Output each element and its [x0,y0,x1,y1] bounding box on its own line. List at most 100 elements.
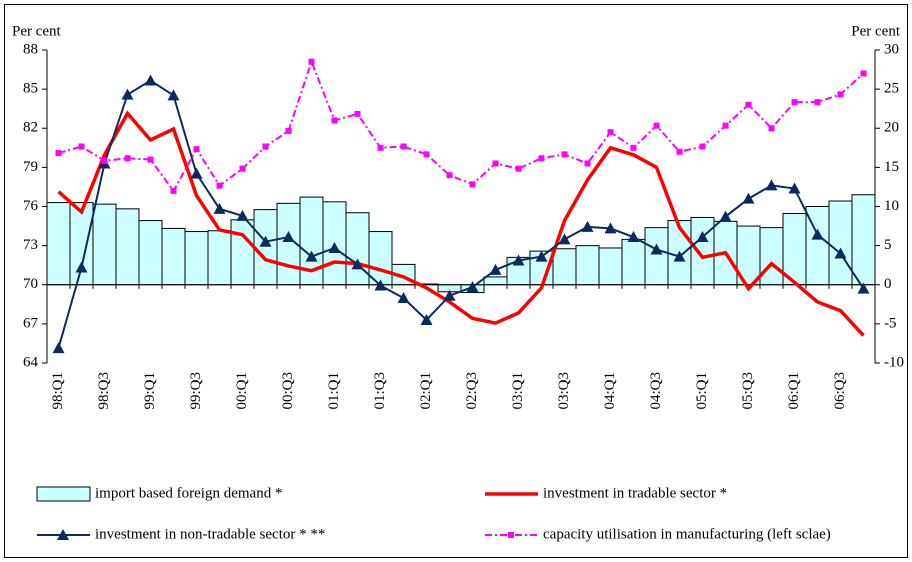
square-marker [55,150,62,157]
triangle-marker [282,231,295,243]
square-marker [423,151,430,158]
bar [598,247,623,286]
bar [575,245,600,286]
square-marker [262,143,269,150]
y-tick-label: 82 [23,120,38,136]
x-tick-label: 03:Q3 [556,372,572,410]
y-tick-label: 79 [23,159,38,175]
y2-tick-label: 15 [884,159,899,175]
square-marker [508,532,514,538]
triangle-marker [190,167,203,179]
y2-tick-label: 25 [884,81,899,97]
square-marker [285,127,292,134]
triangle-marker [512,254,525,266]
x-tick-label: 99:Q1 [142,372,158,410]
square-marker [768,125,775,132]
square-marker [193,146,200,153]
series-line [57,110,865,337]
triangle-marker [259,235,272,247]
bar [690,216,715,286]
x-tick-label: 03:Q1 [510,372,526,410]
triangle-marker [788,182,801,194]
triangle-marker [627,231,640,243]
x-tick-label: 02:Q1 [418,372,434,410]
square-marker [308,58,315,65]
legend-swatch [36,486,91,502]
series-line [57,79,865,349]
square-marker [377,144,384,151]
square-marker [354,110,361,117]
y-tick-label: 67 [23,315,39,331]
bar [207,230,232,286]
triangle-marker [535,250,548,262]
square-marker [561,151,568,158]
triangle-marker [236,209,249,221]
triangle-marker [374,279,387,291]
triangle-marker [811,228,824,240]
legend-item: investment in tradable sector * [485,485,727,501]
triangle-marker [52,342,65,354]
triangle-marker [558,233,571,245]
square-marker [170,187,177,194]
y-tick-label: 88 [23,41,38,57]
triangle-marker [420,313,433,325]
triangle-marker [397,292,410,304]
x-tick-label: 06:Q3 [832,372,848,410]
bar [368,231,393,286]
square-marker [446,172,453,179]
triangle-marker [857,282,870,294]
square-marker [538,155,545,162]
legend-label: investment in non-tradable sector * ** [95,526,325,542]
y-tick-label: 70 [23,276,38,292]
square-marker [216,182,223,189]
triangle-marker [57,529,69,540]
square-marker [860,70,867,77]
triangle-marker [144,74,157,86]
y2-tick-label: 30 [884,41,899,57]
legend-label: investment in tradable sector * [543,485,727,501]
bar [759,227,784,286]
square-marker [722,122,729,129]
bar [621,238,646,286]
x-tick-label: 05:Q3 [740,372,756,410]
square-marker [630,144,637,151]
x-tick-label: 02:Q3 [464,372,480,410]
x-tick-label: 98:Q1 [50,372,66,410]
legend-item: investment in non-tradable sector * ** [37,526,325,542]
square-marker [814,99,821,106]
square-marker [791,99,798,106]
square-marker [676,148,683,155]
triangle-marker [650,243,663,255]
square-marker [78,143,85,150]
bar [253,209,278,286]
y-tick-label: 64 [23,354,39,370]
square-marker [400,143,407,150]
bar [230,219,255,286]
x-tick-label: 98:Q3 [96,372,112,410]
square-marker [147,156,154,163]
triangle-marker [604,222,617,234]
triangle-marker [121,88,134,100]
legend-item: import based foreign demand * [36,485,282,502]
x-tick-label: 01:Q3 [372,372,388,410]
bar [552,248,577,286]
legend-item: capacity utilisation in manufacturing (l… [485,526,831,542]
triangle-marker [167,89,180,101]
square-marker [124,155,131,162]
square-marker [101,157,108,164]
square-marker [607,129,614,136]
square-marker [469,181,476,188]
bar [46,202,71,286]
x-tick-label: 06:Q1 [786,372,802,410]
x-tick-label: 04:Q3 [648,372,664,410]
triangle-marker [834,247,847,259]
legend-label: import based foreign demand * [95,485,282,501]
bar [851,194,876,286]
bar [184,231,209,286]
x-tick-label: 00:Q1 [234,372,250,410]
square-marker [745,101,752,108]
square-marker [239,165,246,172]
triangle-marker [581,220,594,232]
bar [138,220,163,286]
